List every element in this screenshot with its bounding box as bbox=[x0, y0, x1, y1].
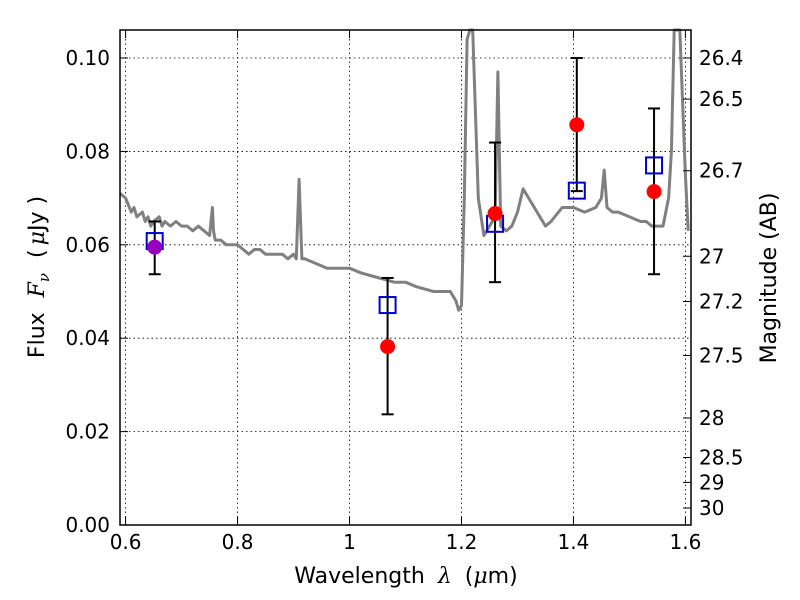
observed-point bbox=[569, 117, 585, 133]
y2-tick-label: 28 bbox=[699, 406, 724, 430]
errorbars bbox=[148, 57, 661, 416]
plot-frame bbox=[119, 29, 692, 526]
observed-point bbox=[646, 184, 662, 200]
model-band-square bbox=[645, 156, 664, 175]
y2-tick-label: 26.4 bbox=[699, 46, 744, 70]
y2-tick-label: 27.2 bbox=[699, 289, 744, 313]
y-tick-label: 0.08 bbox=[65, 139, 110, 163]
y2-tick-label: 26.5 bbox=[699, 87, 744, 111]
observed-point bbox=[147, 239, 163, 255]
model-spectrum bbox=[119, 28, 690, 312]
x-tick-label: 1.4 bbox=[558, 530, 590, 554]
x-axis-label: Wavelength λ (μm) bbox=[294, 564, 517, 589]
model-spectrum-line bbox=[119, 28, 690, 312]
x-tick-label: 0.8 bbox=[222, 530, 254, 554]
y-axis-label: Flux Fν (μJy ) bbox=[25, 196, 55, 358]
ticks: 0.6 0.8 1 1.2 1.4 1.6 0.00 0.02 0.04 0.06 0.08 0.10… bbox=[65, 30, 744, 554]
x-tick-label: 1 bbox=[343, 530, 356, 554]
model-band-square bbox=[567, 181, 586, 200]
y-tick-label: 0.04 bbox=[65, 326, 110, 350]
x-tick-label: 1.2 bbox=[446, 530, 478, 554]
y-tick-label: 0.00 bbox=[65, 513, 110, 537]
x-tick-label: 0.6 bbox=[110, 530, 142, 554]
y2-tick-label: 28.5 bbox=[699, 445, 744, 469]
model-band-square bbox=[378, 296, 397, 315]
y2-tick-label: 27 bbox=[699, 244, 724, 268]
y2-tick-label: 30 bbox=[699, 496, 724, 520]
y2-axis-label: Magnitude (AB) bbox=[757, 193, 782, 364]
observed-fluxes bbox=[147, 117, 662, 355]
observed-point bbox=[380, 339, 396, 355]
y-tick-label: 0.06 bbox=[65, 233, 110, 257]
y2-tick-label: 27.5 bbox=[699, 343, 744, 367]
y-tick-label: 0.10 bbox=[65, 46, 110, 70]
model-band-fluxes bbox=[145, 156, 664, 315]
y2-tick-label: 29 bbox=[699, 470, 724, 494]
grid bbox=[120, 30, 691, 526]
observed-point bbox=[487, 206, 503, 222]
y2-tick-label: 26.7 bbox=[699, 159, 744, 183]
y-tick-label: 0.02 bbox=[65, 420, 110, 444]
x-tick-label: 1.6 bbox=[669, 530, 701, 554]
